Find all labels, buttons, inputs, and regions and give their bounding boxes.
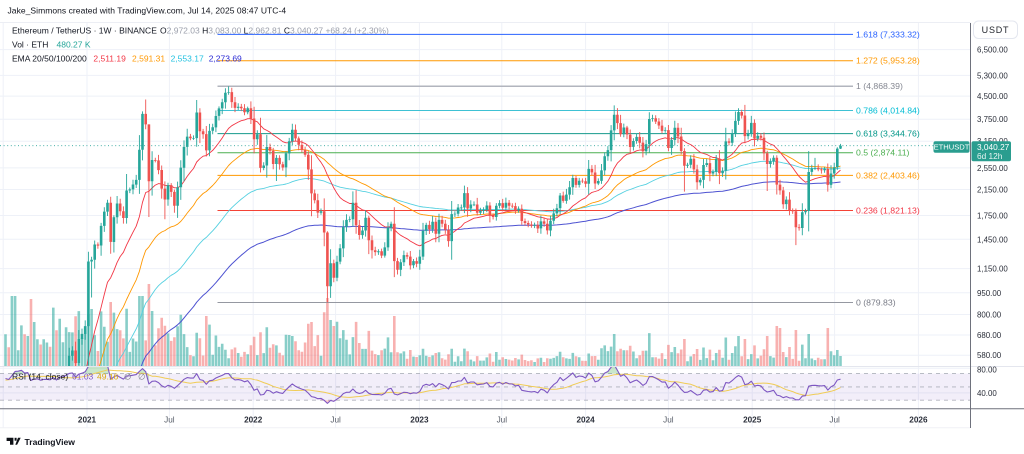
svg-text:1.618 (7,333.32): 1.618 (7,333.32) — [856, 29, 920, 39]
svg-text:USDT: USDT — [982, 25, 1010, 35]
svg-text:2021: 2021 — [78, 416, 97, 425]
svg-text:3,040.27: 3,040.27 — [977, 142, 1010, 152]
svg-text:1,750.00: 1,750.00 — [977, 212, 1008, 221]
svg-text:2,553.17: 2,553.17 — [171, 53, 204, 63]
svg-text:0.236 (1,821.13): 0.236 (1,821.13) — [856, 205, 920, 215]
svg-text:1,450.00: 1,450.00 — [977, 235, 1008, 244]
svg-text:TradingView: TradingView — [25, 437, 76, 447]
svg-text:EMA 20/50/100/200: EMA 20/50/100/200 — [12, 53, 87, 63]
svg-text:2024: 2024 — [576, 416, 595, 425]
svg-text:Jul: Jul — [330, 416, 341, 425]
svg-text:0 (879.83): 0 (879.83) — [856, 297, 896, 307]
svg-text:4,500.00: 4,500.00 — [977, 92, 1008, 101]
svg-text:2023: 2023 — [410, 416, 429, 425]
svg-text:2,273.69: 2,273.69 — [209, 53, 242, 63]
svg-text:1.272 (5,953.28): 1.272 (5,953.28) — [856, 56, 920, 66]
svg-text:1 (4,868.39): 1 (4,868.39) — [856, 81, 903, 91]
svg-text:2022: 2022 — [244, 416, 263, 425]
svg-text:480.27 K: 480.27 K — [57, 39, 91, 49]
svg-text:2,591.31: 2,591.31 — [132, 53, 165, 63]
svg-text:1,150.00: 1,150.00 — [977, 265, 1008, 274]
svg-text:0.382 (2,403.46): 0.382 (2,403.46) — [856, 170, 920, 180]
svg-text:2025: 2025 — [743, 416, 762, 425]
svg-text:Jul: Jul — [829, 416, 840, 425]
svg-text:680.00: 680.00 — [977, 331, 1002, 340]
svg-text:0.786 (4,014.84): 0.786 (4,014.84) — [856, 105, 920, 115]
svg-text:Vol · ETH: Vol · ETH — [12, 39, 48, 49]
svg-text:RSI (14, close): RSI (14, close) — [12, 371, 68, 381]
svg-text:3,750.00: 3,750.00 — [977, 115, 1008, 124]
svg-text:2,511.19: 2,511.19 — [93, 53, 126, 63]
svg-text:Jul: Jul — [164, 416, 175, 425]
svg-text:0.618 (3,344.76): 0.618 (3,344.76) — [856, 129, 920, 139]
svg-text:2,550.00: 2,550.00 — [977, 164, 1008, 173]
svg-text:950.00: 950.00 — [977, 289, 1002, 298]
svg-text:49.16: 49.16 — [97, 371, 119, 381]
svg-text:∅: ∅ — [138, 371, 146, 381]
svg-text:6,500.00: 6,500.00 — [977, 46, 1008, 55]
svg-text:Ethereum / TetherUS · 1W · BIN: Ethereum / TetherUS · 1W · BINANCE — [12, 25, 157, 35]
svg-text:Jul: Jul — [663, 416, 674, 425]
svg-text:Jake_Simmons created with Trad: Jake_Simmons created with TradingView.co… — [8, 6, 287, 16]
svg-text:ETHUSDT: ETHUSDT — [934, 143, 970, 152]
svg-text:∅: ∅ — [124, 371, 132, 381]
svg-text:40.00: 40.00 — [977, 389, 997, 398]
svg-text:Jul: Jul — [497, 416, 508, 425]
svg-text:61.03: 61.03 — [72, 371, 94, 381]
svg-text:6d 12h: 6d 12h — [977, 151, 1003, 161]
svg-text:2026: 2026 — [909, 416, 928, 425]
svg-text:5,300.00: 5,300.00 — [977, 71, 1008, 80]
svg-text:800.00: 800.00 — [977, 311, 1002, 320]
svg-text:2,150.00: 2,150.00 — [977, 186, 1008, 195]
svg-text:0.5 (2,874.11): 0.5 (2,874.11) — [856, 148, 910, 158]
svg-text:580.00: 580.00 — [977, 351, 1002, 360]
svg-text:80.00: 80.00 — [977, 366, 997, 375]
svg-text:O2,972.03 H3,083.00 L2,962.8: O2,972.03 H3,083.00 L2,962.81 C3,040.27 … — [160, 25, 389, 35]
